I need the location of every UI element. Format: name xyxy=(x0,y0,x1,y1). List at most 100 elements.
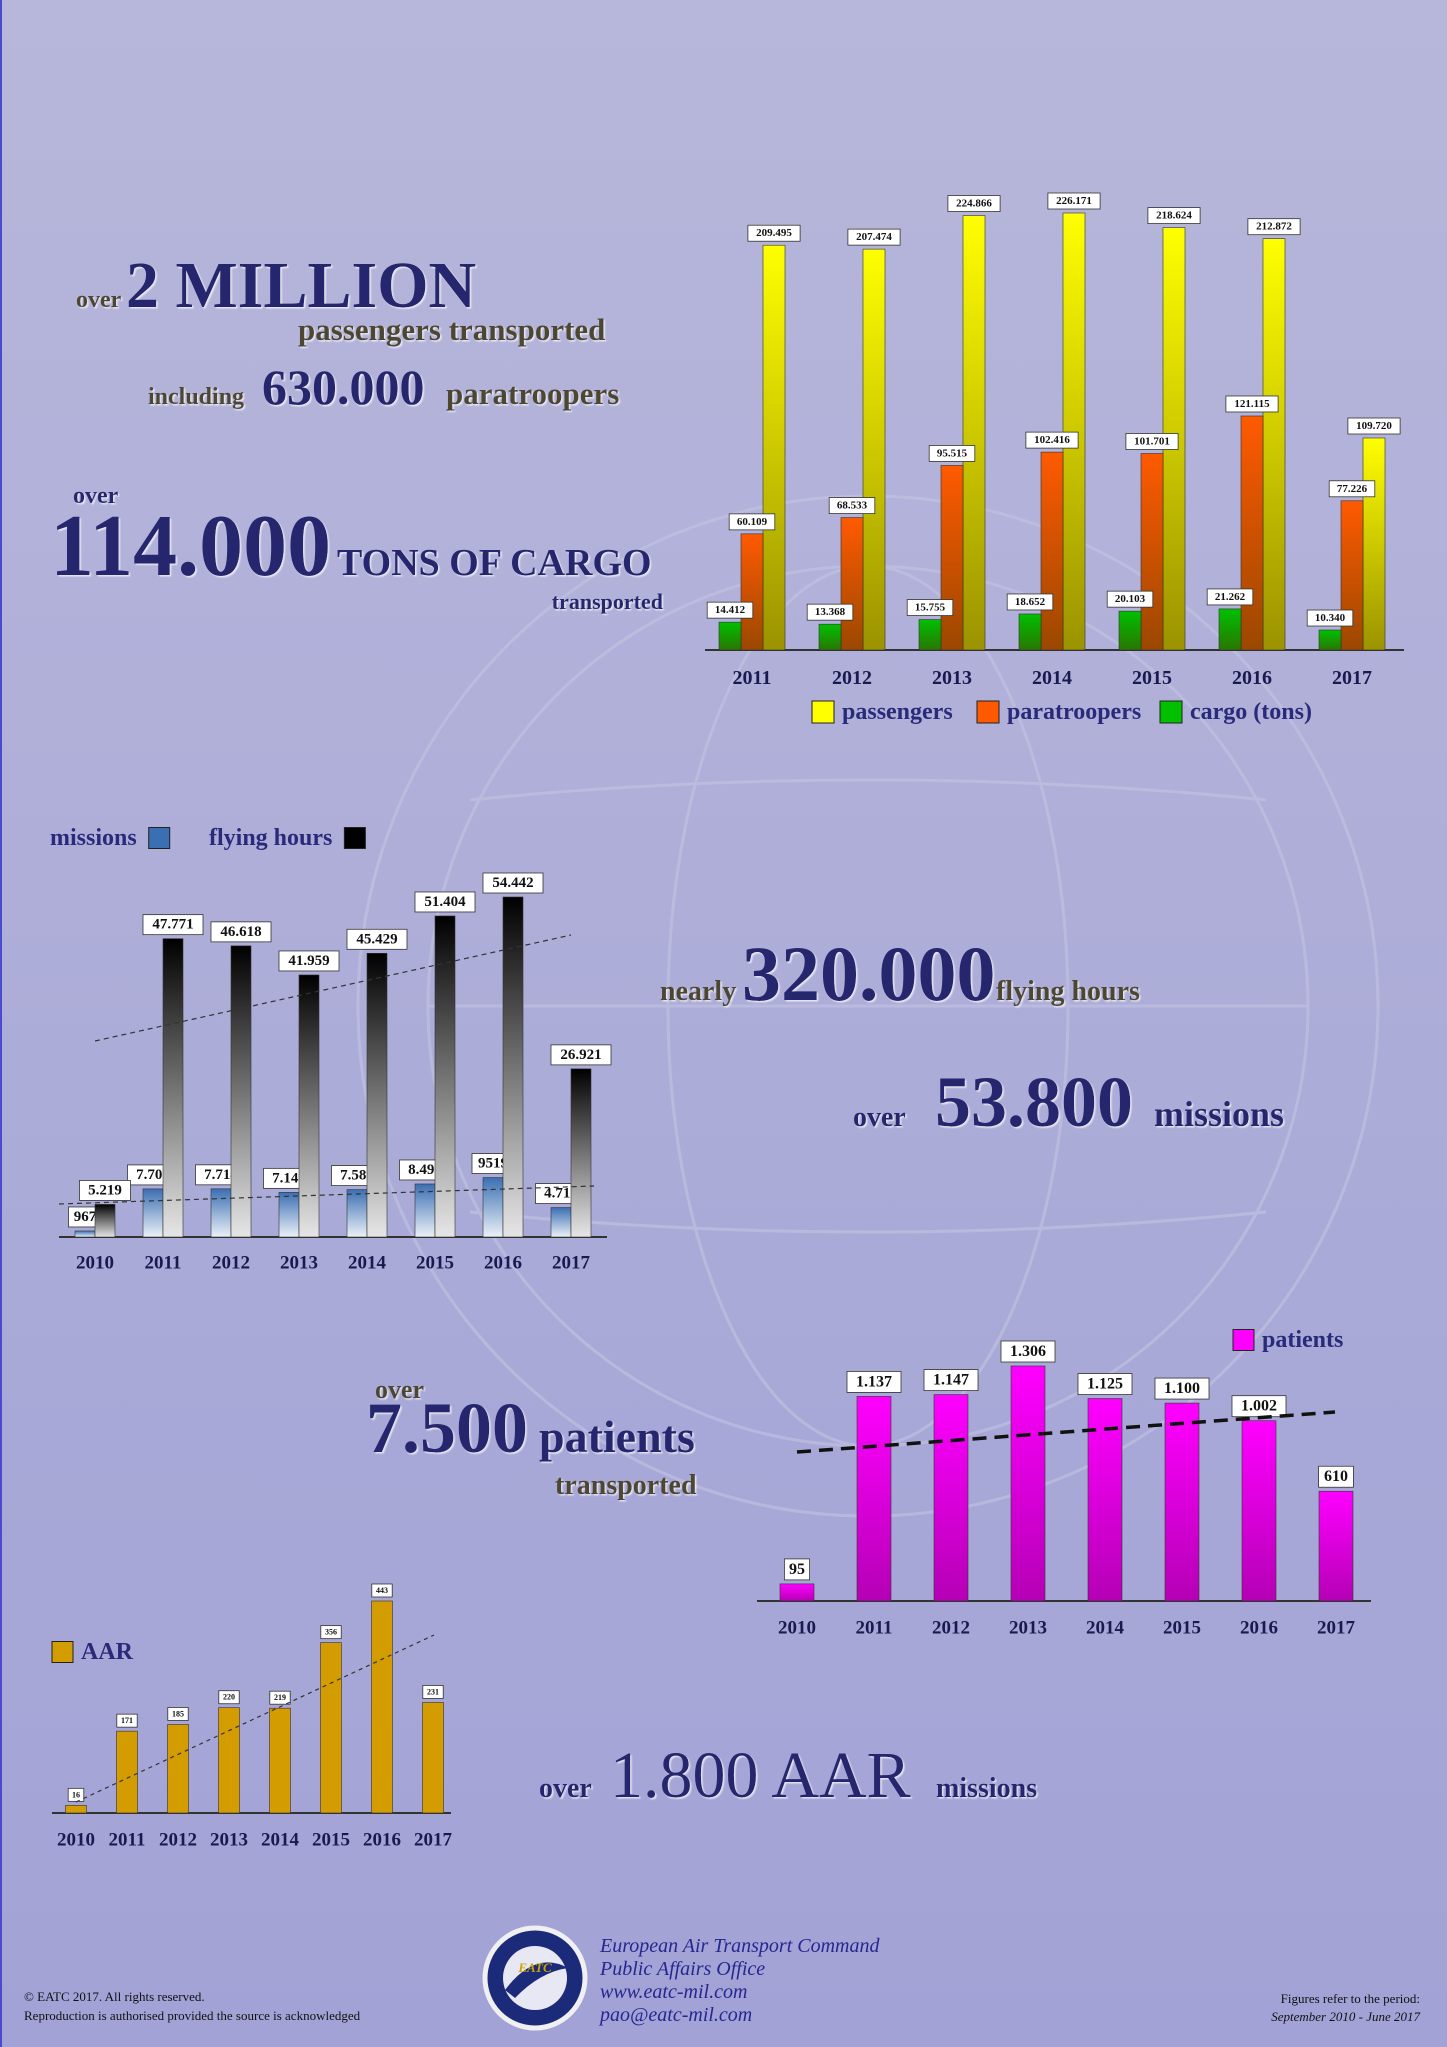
label-box xyxy=(320,1625,342,1640)
value-label: 77.226 xyxy=(1337,483,1368,495)
bar xyxy=(933,1394,969,1602)
figure-text: missions xyxy=(936,1773,1037,1804)
value-label: 7.147 xyxy=(272,1170,306,1186)
bar xyxy=(502,896,524,1238)
period-label: Figures refer to the period: xyxy=(1281,1991,1420,2006)
value-label: 212.872 xyxy=(1256,221,1292,233)
x-tick-label: 2011 xyxy=(145,1253,182,1274)
value-label: 219 xyxy=(274,1693,286,1702)
bar xyxy=(210,1188,232,1238)
bar xyxy=(230,945,252,1238)
bar xyxy=(298,974,320,1238)
value-label: 101.701 xyxy=(1134,435,1170,447)
x-tick-label: 2010 xyxy=(778,1618,816,1639)
label-box xyxy=(210,921,272,943)
label-box xyxy=(550,1044,612,1066)
bar xyxy=(1340,500,1364,651)
label-box xyxy=(747,224,801,242)
bar xyxy=(550,1207,572,1238)
label-box xyxy=(1047,192,1101,210)
legend-swatch xyxy=(811,700,835,724)
figure-text: missions xyxy=(1154,1094,1284,1134)
value-label: 16 xyxy=(72,1790,80,1799)
bar xyxy=(862,248,886,651)
bar xyxy=(1362,437,1386,651)
bar xyxy=(1262,238,1286,651)
legend-label: flying hours xyxy=(209,825,332,851)
x-tick-label: 2011 xyxy=(856,1618,893,1639)
value-label: 46.618 xyxy=(220,924,261,940)
bar xyxy=(218,1707,240,1814)
value-label: 15.755 xyxy=(915,602,946,614)
value-label: 26.921 xyxy=(560,1047,601,1063)
x-tick-label: 2014 xyxy=(1032,667,1072,689)
value-label: 121.115 xyxy=(1234,398,1270,410)
bar xyxy=(142,1188,164,1238)
value-label: 185 xyxy=(172,1709,184,1718)
x-tick-label: 2013 xyxy=(932,667,972,689)
x-tick-label: 2016 xyxy=(484,1253,522,1274)
bar xyxy=(1218,608,1242,651)
big-figure: 7.500 xyxy=(366,1388,528,1468)
x-tick-label: 2014 xyxy=(261,1830,300,1851)
label-box xyxy=(1106,590,1154,608)
bar xyxy=(918,619,942,651)
prefix: over xyxy=(73,483,119,509)
bar xyxy=(269,1707,291,1814)
label-box xyxy=(1225,395,1279,413)
x-tick-label: 2015 xyxy=(1132,667,1172,689)
bar xyxy=(1018,613,1042,651)
label-box xyxy=(1000,1340,1056,1363)
x-tick-label: 2011 xyxy=(109,1830,146,1851)
bar xyxy=(856,1396,892,1602)
value-label: 102.416 xyxy=(1034,434,1070,446)
value-label: 1.125 xyxy=(1087,1376,1123,1393)
bar xyxy=(1318,629,1342,651)
label-box xyxy=(346,928,408,950)
label-box xyxy=(269,1690,291,1705)
x-tick-label: 2010 xyxy=(76,1253,114,1274)
x-tick-label: 2017 xyxy=(414,1830,453,1851)
bar xyxy=(740,533,764,651)
bar xyxy=(278,1192,300,1238)
label-box xyxy=(371,1583,393,1598)
label-box xyxy=(923,1369,979,1392)
x-tick-label: 2016 xyxy=(363,1830,401,1851)
label-box xyxy=(1328,480,1376,498)
legend-swatch xyxy=(1232,1329,1255,1351)
legend-swatch xyxy=(148,827,171,849)
copyright: © EATC 2017. All rights reserved. xyxy=(24,1989,205,2004)
bar xyxy=(940,465,964,651)
prefix: over xyxy=(853,1102,906,1133)
label-box xyxy=(728,513,776,531)
bar xyxy=(779,1583,815,1602)
label-box xyxy=(1318,1465,1354,1488)
bar xyxy=(1062,212,1086,651)
label-box xyxy=(847,228,901,246)
value-label: 207.474 xyxy=(856,231,892,243)
bar xyxy=(1241,1420,1277,1602)
label-box xyxy=(784,1558,811,1581)
x-tick-label: 2012 xyxy=(932,1618,970,1639)
label-box xyxy=(218,1690,240,1705)
label-box xyxy=(1125,433,1179,450)
x-tick-label: 2011 xyxy=(733,667,772,689)
x-tick-label: 2014 xyxy=(348,1253,387,1274)
value-label: 4.712 xyxy=(544,1186,578,1202)
value-label: 224.866 xyxy=(956,198,992,210)
value-label: 68.533 xyxy=(837,500,868,512)
label-box xyxy=(1006,593,1054,611)
label-box xyxy=(906,599,954,616)
label-box xyxy=(278,950,340,972)
big-figure: 53.800 xyxy=(935,1062,1133,1142)
big-figure: 320.000 xyxy=(742,930,996,1017)
value-label: 10.340 xyxy=(1315,612,1346,624)
prefix: over xyxy=(375,1375,424,1404)
value-label: 18.652 xyxy=(1015,596,1046,608)
figure-text: flying hours xyxy=(996,976,1140,1007)
value-label: 51.404 xyxy=(424,894,466,910)
bar xyxy=(570,1068,592,1238)
label-box xyxy=(1154,1377,1210,1400)
value-label: 8.492 xyxy=(408,1162,442,1178)
